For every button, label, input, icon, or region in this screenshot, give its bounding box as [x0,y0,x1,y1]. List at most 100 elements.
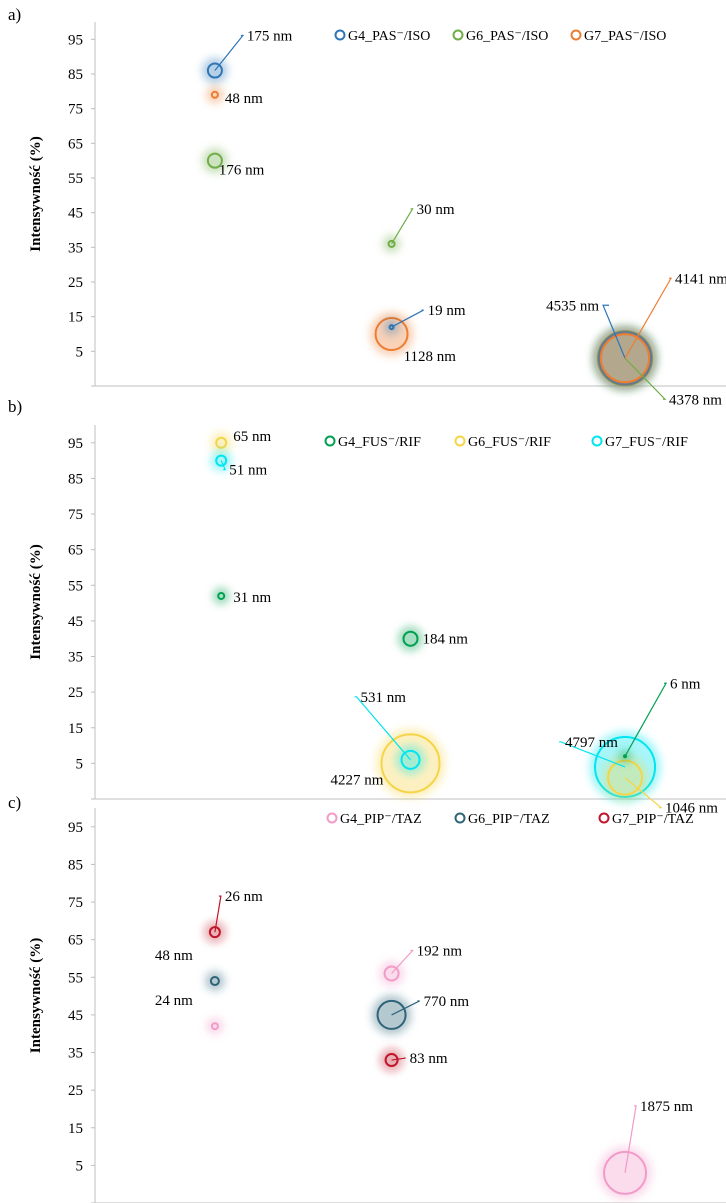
leader-line [624,1105,637,1174]
bubble-ring [215,436,228,449]
leader-line [624,682,668,757]
bubble-ring [374,317,409,351]
data-label: 4227 nm [331,772,384,788]
leader-line [391,309,424,328]
y-tick-label: 35 [68,240,83,256]
data-label: 176 nm [219,163,265,179]
y-tick-label: 45 [68,1008,83,1024]
bubble-ring [388,324,395,331]
panel-label: a) [8,5,21,24]
y-tick-label: 75 [68,895,83,911]
bubble-glow [210,431,233,454]
bubble-ring [208,926,221,939]
y-axis-title: Intensywność (%) [28,938,44,1053]
y-tick-label: 55 [68,171,83,187]
y-tick-label: 95 [68,820,83,836]
y-tick-label: 55 [68,970,83,986]
y-tick-label: 25 [68,685,83,701]
data-label: 48 nm [225,91,263,107]
bubble-ring [600,333,651,384]
data-label: 1128 nm [404,349,457,365]
legend-marker [598,812,610,824]
y-tick-label: 85 [68,67,83,83]
y-tick-label: 5 [76,1158,84,1174]
bubble-ring [215,454,228,467]
data-label: 48 nm [155,948,193,964]
bubble [204,971,225,992]
legend-label: G7_FUS⁻/RIF [605,435,688,450]
data-label: 4535 nm [546,298,599,314]
y-tick-label: 45 [68,206,83,222]
y-tick-label: 85 [68,857,83,873]
bubble-ring [376,999,407,1030]
legend: G4_FUS⁻/RIF G6_FUS⁻/RIF G7_FUS⁻/RIF [324,435,688,450]
y-tick-label: 65 [68,543,83,559]
data-label: 192 nm [417,944,463,960]
bubble [205,85,224,104]
legend-marker [454,812,466,824]
y-tick-label: 65 [68,136,83,152]
y-tick-label: 95 [68,436,83,452]
panel-1: a) 5 15 25 35 45 55 65 75 85 95 Intensywność (%) G4_… [8,5,726,408]
data-label: 24 nm [155,993,193,1009]
bubble-ring [400,749,421,770]
legend-marker [326,812,338,824]
bubble [212,586,231,605]
leader-line [391,208,414,245]
bubble-glow [204,971,225,992]
data-label: 19 nm [428,303,466,319]
legend-label: G4_FUS⁻/RIF [338,435,421,450]
data-label: 531 nm [361,690,407,706]
bubble-ring [217,591,226,600]
legend-marker [570,29,582,41]
data-label: 4797 nm [565,735,618,751]
y-tick-label: 55 [68,578,83,594]
bubble-ring [210,90,219,99]
y-tick-label: 25 [68,275,83,291]
legend-label: G6_PAS⁻/ISO [466,29,548,44]
leader-line [624,777,663,809]
y-tick-label: 5 [76,344,84,360]
legend-marker [452,29,464,41]
y-tick-label: 95 [68,32,83,48]
leader-line [624,357,667,400]
bubble-ring [210,1022,219,1031]
legend-label: G6_PIP⁻/TAZ [468,812,550,827]
data-label: 4378 nm [669,392,722,408]
data-label: 30 nm [417,202,455,218]
leader-line [354,696,411,761]
y-tick-label: 25 [68,1083,83,1099]
leader-line [214,895,222,933]
data-label: 83 nm [410,1051,448,1067]
leader-line [214,34,245,71]
panel-2: b) 5 15 25 35 45 55 65 75 85 95 Intensywność (%) G4_… [8,397,726,817]
legend-label: G6_FUS⁻/RIF [468,435,551,450]
bubble-ring [206,62,223,79]
bubble [205,1017,224,1036]
bubble [201,147,228,174]
y-tick-label: 35 [68,650,83,666]
data-label: 26 nm [225,889,263,905]
legend-label: G4_PIP⁻/TAZ [340,812,422,827]
data-label: 4141 nm [675,271,726,287]
legend: G4_PIP⁻/TAZ G6_PIP⁻/TAZ G7_PIP⁻/TAZ [326,812,694,827]
legend-marker [591,435,603,447]
data-label: 184 nm [423,632,469,648]
legend-marker [334,29,346,41]
bubble-ring [209,976,220,987]
legend-label: G7_PAS⁻/ISO [584,29,666,44]
bubble-ring [603,1150,648,1195]
leader-line [624,277,673,359]
leader-line [391,949,414,974]
y-tick-label: 15 [68,721,83,737]
legend-label: G7_PIP⁻/TAZ [612,812,694,827]
data-label: 6 nm [670,676,701,692]
y-tick-label: 75 [68,102,83,118]
bubble-ring [387,239,396,248]
data-label: 65 nm [233,429,271,445]
panel-3: c) 5 15 25 35 45 55 65 75 85 95 Intensywność (%) G4_… [8,793,726,1203]
legend-marker [454,435,466,447]
y-axis-title: Intensywność (%) [28,136,44,251]
